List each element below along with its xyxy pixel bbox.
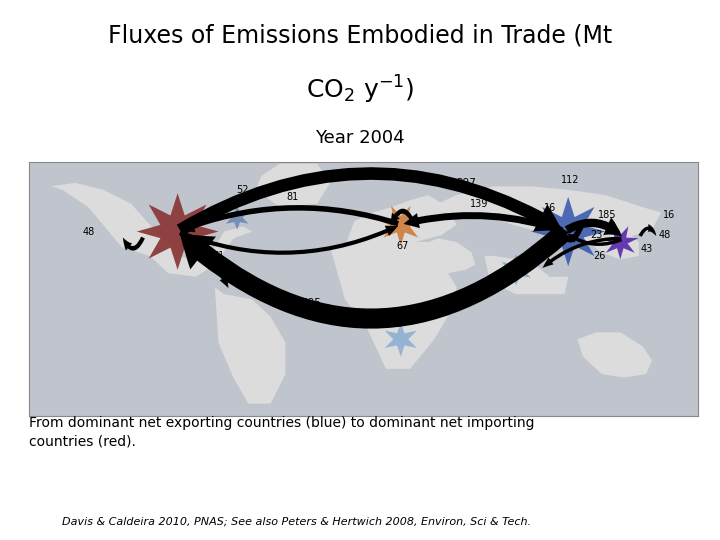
Polygon shape [256, 164, 330, 207]
FancyArrowPatch shape [532, 232, 563, 264]
Text: 48: 48 [659, 231, 671, 240]
Text: 139: 139 [469, 199, 488, 209]
Polygon shape [384, 322, 417, 357]
FancyArrowPatch shape [567, 233, 622, 246]
Polygon shape [485, 256, 568, 294]
Polygon shape [226, 205, 248, 230]
Text: 48: 48 [82, 227, 94, 237]
Polygon shape [606, 230, 628, 256]
FancyArrowPatch shape [179, 232, 228, 288]
Text: 23: 23 [590, 231, 603, 240]
Polygon shape [531, 197, 606, 266]
Text: Year 2004: Year 2004 [315, 129, 405, 147]
Text: 67: 67 [397, 241, 409, 251]
Polygon shape [502, 254, 531, 286]
FancyArrowPatch shape [179, 226, 398, 255]
Text: 112: 112 [561, 175, 580, 185]
Polygon shape [379, 206, 423, 246]
Polygon shape [428, 239, 475, 273]
Text: 395: 395 [302, 298, 321, 308]
FancyArrowPatch shape [180, 226, 569, 329]
Text: 81: 81 [287, 192, 299, 202]
FancyArrowPatch shape [564, 218, 622, 237]
Text: 16: 16 [662, 210, 675, 220]
FancyArrowPatch shape [123, 237, 145, 251]
Text: CO$_2$ y$^{-1}$): CO$_2$ y$^{-1}$) [306, 73, 414, 106]
Text: 52: 52 [236, 185, 249, 195]
Text: 185: 185 [598, 210, 616, 220]
Polygon shape [602, 226, 639, 259]
Polygon shape [549, 212, 639, 259]
Polygon shape [215, 287, 286, 403]
Polygon shape [137, 193, 219, 270]
FancyArrowPatch shape [403, 212, 563, 234]
FancyArrowPatch shape [180, 205, 399, 232]
Text: From dominant net exporting countries (blue) to dominant net importing
countries: From dominant net exporting countries (b… [29, 416, 534, 448]
Text: Davis & Caldeira 2010, PNAS; See also Peters & Hertwich 2008, Environ, Sci & Tec: Davis & Caldeira 2010, PNAS; See also Pe… [62, 516, 531, 526]
FancyArrowPatch shape [391, 208, 417, 226]
Text: 43: 43 [640, 245, 652, 254]
Text: 26: 26 [593, 251, 606, 261]
Polygon shape [345, 195, 456, 247]
Polygon shape [420, 186, 661, 242]
Text: Fluxes of Emissions Embodied in Trade (Mt: Fluxes of Emissions Embodied in Trade (M… [108, 24, 612, 48]
Polygon shape [577, 332, 652, 377]
FancyArrowPatch shape [542, 237, 621, 268]
Polygon shape [51, 183, 252, 276]
Text: 16: 16 [536, 242, 549, 253]
Text: 16: 16 [544, 202, 556, 213]
Polygon shape [330, 242, 456, 369]
Text: 61: 61 [212, 251, 225, 261]
Text: 297: 297 [456, 178, 476, 188]
FancyArrowPatch shape [558, 222, 585, 242]
FancyArrowPatch shape [639, 224, 656, 237]
FancyArrowPatch shape [177, 167, 562, 235]
